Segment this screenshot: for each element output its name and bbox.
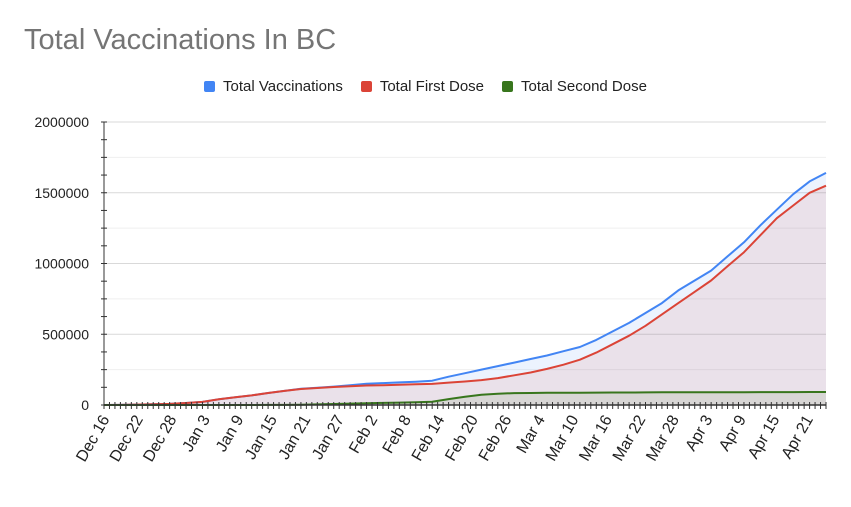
chart-title: Total Vaccinations In BC: [24, 24, 337, 56]
x-tick-label: Jan 21: [276, 412, 315, 462]
x-tick-label: Feb 8: [380, 412, 415, 456]
x-tick-label: Apr 9: [716, 412, 750, 454]
legend-item-total-second-dose[interactable]: Total Second Dose: [502, 76, 647, 96]
legend-swatch-total-vaccinations: [204, 80, 216, 92]
legend-label-total-vaccinations: Total Vaccinations: [223, 77, 343, 95]
x-tick-label: Apr 21: [779, 412, 817, 461]
y-tick-label: 0: [81, 397, 89, 413]
x-tick-label: Apr 3: [683, 412, 717, 454]
y-tick-label: 500000: [42, 326, 89, 342]
y-tick-label: 2000000: [34, 114, 89, 130]
series-area-1: [104, 185, 826, 405]
x-tick-label: Dec 28: [140, 412, 180, 464]
legend-swatch-total-second-dose: [502, 80, 514, 92]
x-tick-label: Jan 3: [180, 412, 214, 454]
series-area-0: [104, 172, 826, 405]
series-line-1: [103, 184, 827, 406]
gridlines: [104, 121, 826, 371]
x-tick-label: Feb 2: [346, 412, 381, 456]
series-area-2: [104, 392, 826, 405]
x-tick-label: Jan 15: [242, 412, 281, 462]
series-areas: [104, 172, 826, 405]
legend-label-total-second-dose: Total Second Dose: [521, 77, 647, 95]
x-tick-label: Mar 4: [514, 412, 549, 456]
legend: Total Vaccinations Total First Dose Tota…: [0, 76, 851, 96]
x-tick-label: Apr 15: [745, 412, 783, 461]
legend-label-total-first-dose: Total First Dose: [379, 77, 485, 95]
legend-item-total-vaccinations[interactable]: Total Vaccinations: [204, 76, 343, 96]
x-tick-label: Jan 9: [213, 412, 247, 454]
x-tick-label: Feb 26: [476, 412, 516, 464]
x-tick-label: Jan 27: [309, 412, 348, 462]
y-tick-label: 1000000: [34, 256, 89, 272]
x-tick-label: Mar 28: [643, 412, 683, 464]
legend-item-total-first-dose[interactable]: Total First Dose: [360, 76, 485, 96]
legend-swatch-total-first-dose: [360, 80, 372, 92]
y-tick-label: 1500000: [34, 185, 89, 201]
